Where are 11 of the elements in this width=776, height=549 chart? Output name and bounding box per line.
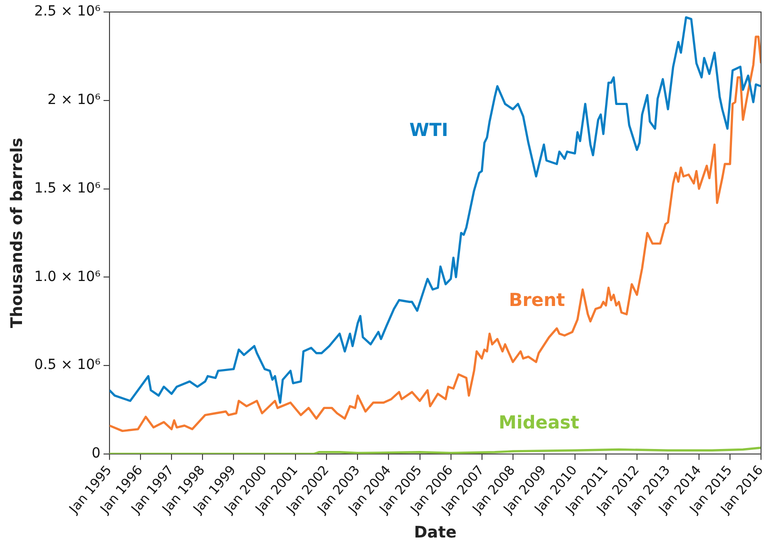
y-tick-label: 2.5 × 10⁶ xyxy=(34,4,101,20)
y-tick-label: 1.0 × 10⁶ xyxy=(34,268,101,285)
series-label: Mideast xyxy=(498,412,580,434)
y-axis-title: Thousands of barrels xyxy=(6,138,26,328)
y-tick-label: 0.5 × 10⁶ xyxy=(34,357,101,374)
y-tick-label: 2 × 10⁶ xyxy=(48,92,101,108)
y-tick-label: 0 xyxy=(92,446,101,462)
y-tick-label: 1.5 × 10⁶ xyxy=(34,180,101,196)
series-label: Brent xyxy=(508,290,566,312)
x-axis-title: Date xyxy=(414,522,457,542)
text: WTI xyxy=(409,120,448,141)
